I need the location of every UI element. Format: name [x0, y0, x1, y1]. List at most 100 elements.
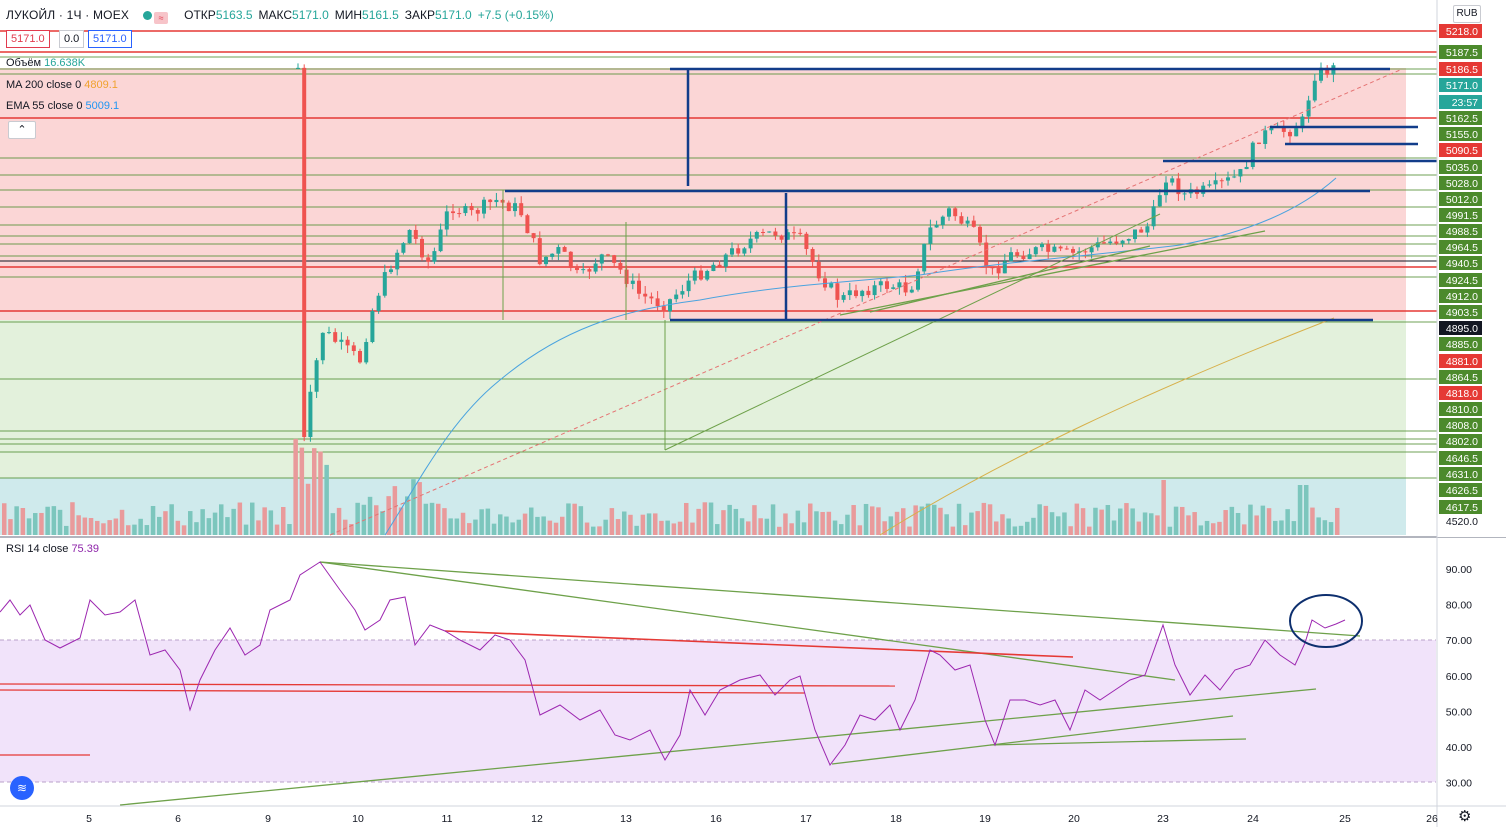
volume-bar: [1310, 507, 1315, 535]
volume-bar: [696, 508, 701, 535]
candle-body: [1040, 244, 1044, 248]
candle-body: [1207, 184, 1212, 186]
price-label-bg: [1439, 321, 1482, 335]
volume-bar: [1198, 525, 1204, 535]
volume-bar: [225, 517, 230, 535]
candle-body: [1064, 248, 1069, 250]
candle-body: [860, 290, 865, 297]
volume-bar: [485, 508, 491, 535]
price-label: 5171.0: [1446, 80, 1478, 92]
candle-body: [296, 67, 300, 69]
rsi-legend[interactable]: RSI 14 close 75.39: [6, 543, 99, 555]
volume-bar: [1291, 521, 1297, 535]
volume-bar: [256, 520, 261, 535]
volume-bar: [801, 522, 807, 535]
candle-body: [364, 341, 369, 363]
volume-bar: [231, 508, 236, 535]
volume-bar: [1043, 505, 1049, 535]
volume-bar: [535, 516, 540, 535]
time-axis[interactable]: 5 6 9 10 11 12 13 16 17 18 19 20 23 24 25 26: [86, 813, 1438, 825]
candle-body: [1226, 177, 1230, 181]
volume-bar: [826, 511, 832, 535]
collapse-legend-button[interactable]: ⌃: [8, 121, 36, 139]
volume-bar: [752, 505, 757, 535]
bid-box[interactable]: 5171.0: [6, 30, 50, 48]
candle-body: [841, 295, 846, 300]
candle-body: [922, 243, 927, 272]
volume-bar: [405, 496, 410, 535]
price-label-bg: [1439, 500, 1482, 514]
volume-bar: [491, 523, 497, 535]
price-label-bg: [1439, 224, 1482, 238]
candle-body: [1263, 130, 1268, 144]
price-label: 4988.5: [1446, 226, 1478, 238]
candle-body: [1133, 229, 1137, 239]
candle-body: [420, 238, 424, 258]
volume-bar: [882, 521, 887, 535]
volume-bar: [1279, 520, 1284, 535]
volume-bar: [925, 503, 931, 535]
uptrend-line-1: [839, 230, 1266, 316]
volume-bar: [746, 521, 751, 535]
candle-body: [599, 254, 604, 264]
volume-bar: [312, 448, 317, 535]
candle-body: [990, 267, 995, 269]
candle-body: [1164, 182, 1168, 196]
symbol-title[interactable]: ЛУКОЙЛ · 1Ч · MOEX: [6, 8, 130, 22]
volume-bar: [355, 502, 360, 535]
rsi-line: [0, 561, 1346, 766]
volume-bar: [932, 504, 937, 535]
volume-bar: [1335, 507, 1340, 535]
candle-body: [593, 263, 598, 272]
alert-icon[interactable]: ≈: [154, 12, 169, 24]
gear-icon[interactable]: ⚙: [1458, 808, 1472, 825]
price-label: 5090.5: [1446, 145, 1478, 157]
volume-bar: [516, 519, 522, 535]
volume-bar: [1056, 516, 1061, 535]
candle-body: [1052, 246, 1057, 252]
price-label: 4810.0: [1446, 404, 1478, 416]
candle-body: [1182, 193, 1187, 195]
rsi-axis[interactable]: 90.00 80.00 70.00 60.00 50.00 40.00 30.00: [1446, 564, 1472, 790]
time-tick-label: 12: [531, 813, 543, 825]
rsi-tick-label: 30.00: [1446, 778, 1472, 790]
candle-body: [401, 243, 406, 253]
volume-bar: [839, 524, 844, 535]
volume-bar: [529, 507, 534, 535]
price-label-bg: [1439, 434, 1482, 448]
candle-body: [1015, 252, 1020, 256]
candle-body: [407, 229, 412, 244]
candle-body: [618, 262, 623, 270]
volume-bar: [64, 525, 69, 535]
candle-body: [630, 280, 635, 284]
volume-bar: [14, 506, 19, 535]
currency-button[interactable]: RUB: [1453, 5, 1481, 23]
volume-bar: [206, 518, 212, 535]
candle-body: [562, 247, 567, 252]
candle-body: [643, 293, 648, 297]
volume-bar: [380, 511, 385, 535]
candle-body: [438, 229, 443, 252]
tradingview-logo-icon[interactable]: ≋: [10, 776, 34, 800]
candle-body: [308, 391, 313, 438]
candle-body: [1027, 254, 1032, 260]
volume-bar: [944, 514, 949, 535]
price-axis[interactable]: 5218.0 5187.5 5186.5 5171.0 23:57 5162.5 5155.…: [1439, 24, 1482, 528]
volume-bar: [1149, 513, 1154, 535]
candle-body: [649, 296, 654, 299]
price-label: 4617.5: [1446, 502, 1478, 514]
volume-legend[interactable]: Объём 16.638K: [6, 57, 86, 69]
volume-bar: [1031, 517, 1036, 535]
candle-body: [823, 278, 827, 288]
ma-legend[interactable]: MA 200 close 0 4809.1: [6, 79, 118, 91]
ask-box[interactable]: 5171.0: [88, 30, 132, 48]
volume-bar: [994, 521, 999, 535]
candle-body: [1219, 180, 1224, 182]
ema-legend[interactable]: EMA 55 close 0 5009.1: [6, 100, 120, 112]
volume-bar: [51, 506, 57, 535]
resistance-zone: [0, 68, 1406, 320]
price-label-bg: [1439, 467, 1482, 481]
ema-55-line: [384, 177, 1337, 536]
time-tick-label: 24: [1247, 813, 1259, 825]
